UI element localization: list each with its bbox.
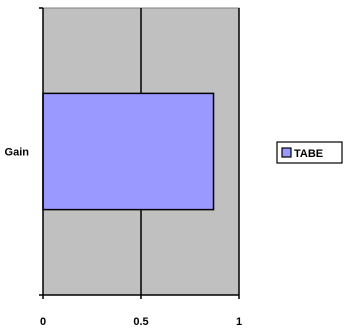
legend-label-tabe: TABE xyxy=(294,148,323,160)
bar-tabe-0 xyxy=(42,92,215,211)
category-label-0: Gain xyxy=(5,147,30,159)
x-axis: 0 0.5 1 xyxy=(39,7,242,328)
legend: TABE xyxy=(276,141,343,164)
legend-box xyxy=(276,141,343,164)
x-tick-label-0: 0 xyxy=(40,316,46,328)
y-axis: Gain xyxy=(5,147,30,159)
bars xyxy=(42,92,215,211)
x-tick-label-1: 0.5 xyxy=(133,316,148,328)
x-tick-label-2: 1 xyxy=(236,316,242,328)
legend-swatch-tabe xyxy=(281,147,292,158)
